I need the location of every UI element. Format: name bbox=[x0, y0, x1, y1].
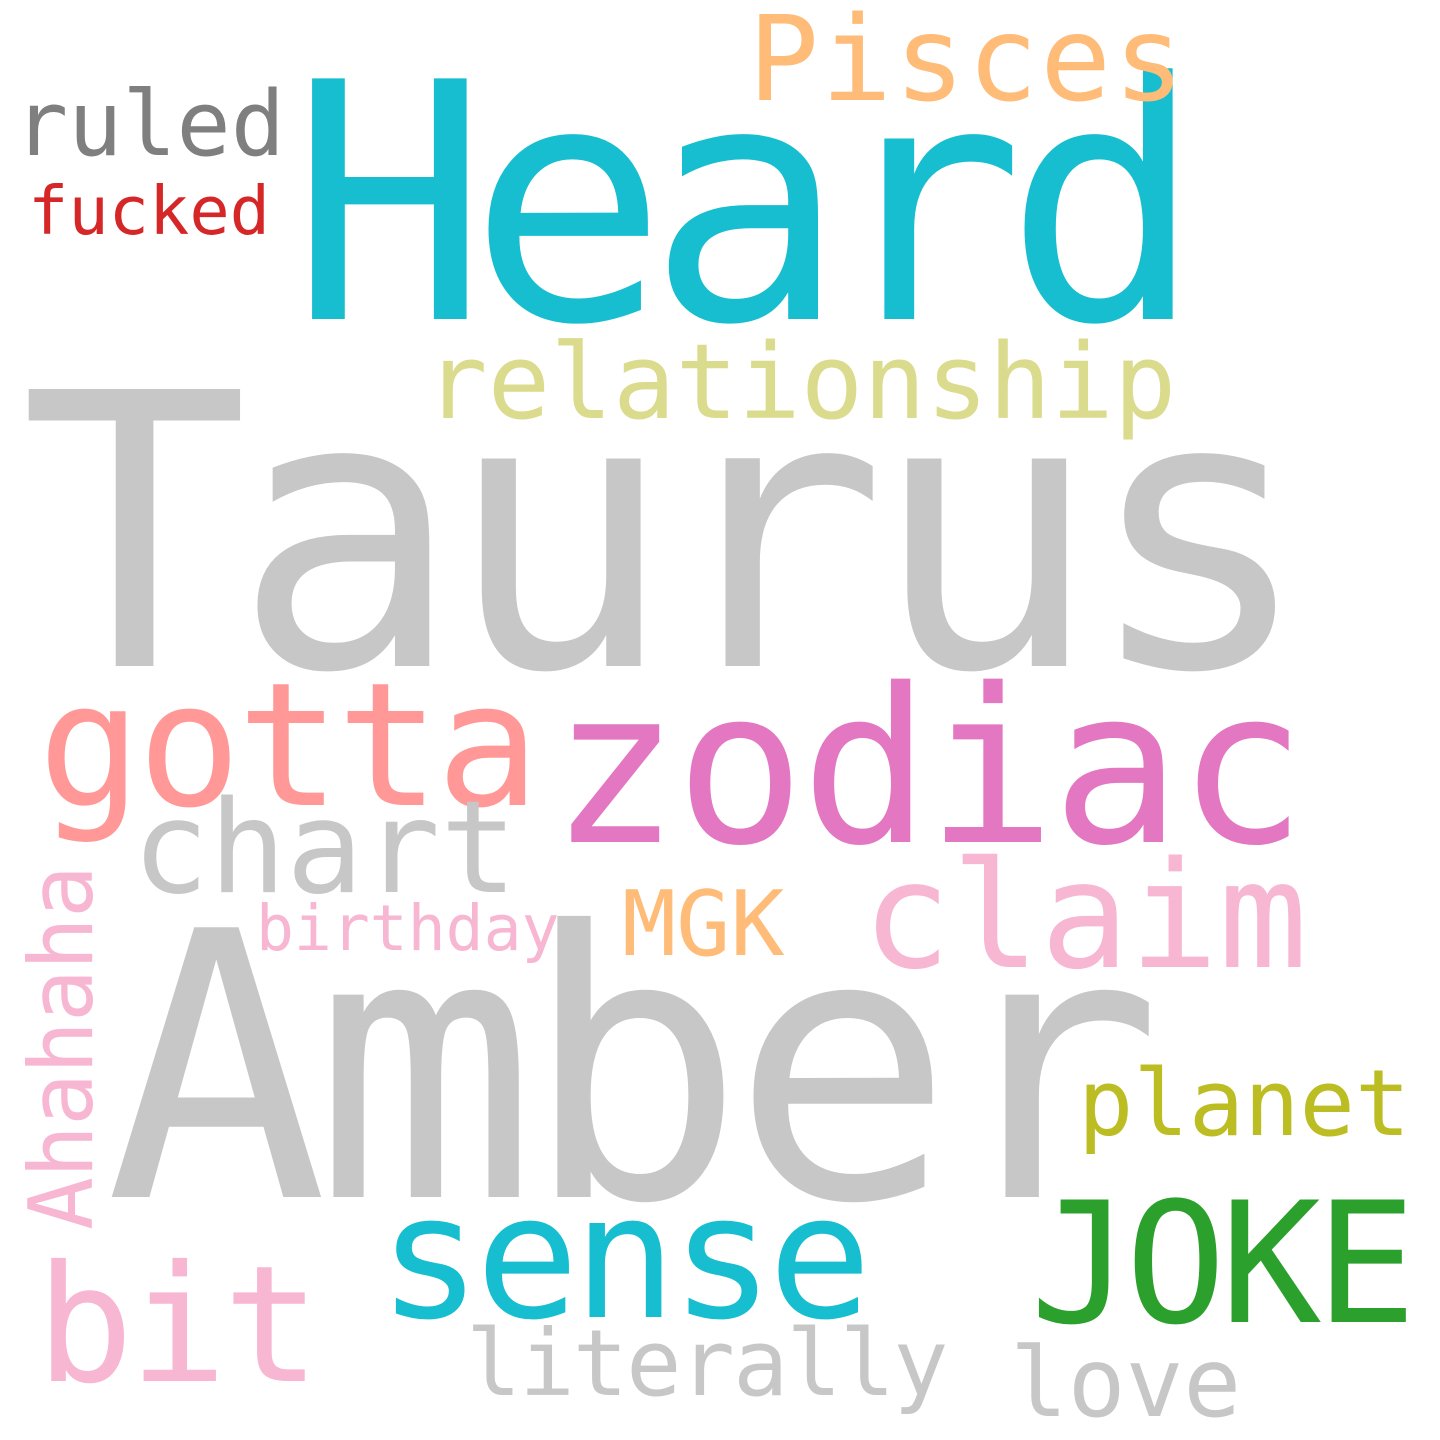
word-claim: claim bbox=[862, 830, 1308, 1002]
word-relationship: relationship bbox=[425, 321, 1177, 443]
word-love: love bbox=[1010, 1327, 1242, 1439]
word-literally: literally bbox=[466, 1310, 948, 1417]
word-joke: JOKE bbox=[1030, 1166, 1417, 1362]
word-heard: Heard bbox=[290, 13, 1203, 397]
word-bit: bit bbox=[36, 1232, 321, 1420]
word-ruled: ruled bbox=[14, 72, 285, 177]
word-mgk: MGK bbox=[622, 872, 785, 977]
word-chart: chart bbox=[132, 774, 518, 923]
word-fucked: fucked bbox=[28, 172, 271, 250]
word-sense: sense bbox=[378, 1157, 872, 1358]
word-birthday: birthday bbox=[256, 892, 560, 965]
word-pisces: Pisces bbox=[748, 0, 1187, 128]
word-taurus: Taurus bbox=[20, 313, 1313, 756]
word-zodiac: zodiac bbox=[550, 642, 1307, 893]
word-gotta: gotta bbox=[38, 645, 540, 846]
word-amber: Amber bbox=[105, 855, 1163, 1285]
word-ahahaha: Ahahaha bbox=[10, 866, 113, 1230]
word-planet: planet bbox=[1078, 1050, 1411, 1157]
